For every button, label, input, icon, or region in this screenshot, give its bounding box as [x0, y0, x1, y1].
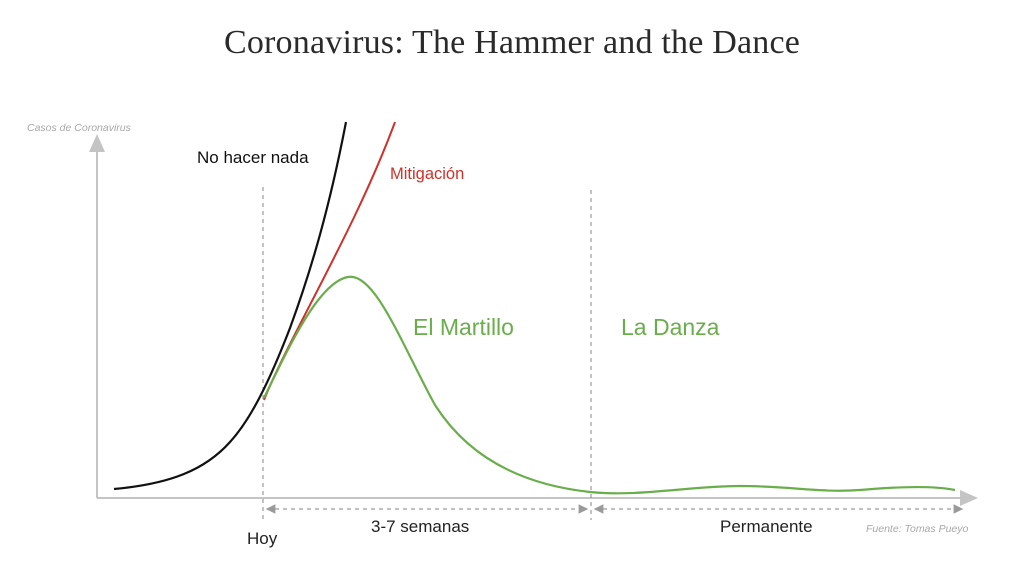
hammer-duration-label: 3-7 semanas	[371, 517, 469, 536]
dance-duration-label: Permanente	[720, 517, 813, 536]
y-axis-label: Casos de Coronavirus	[27, 122, 132, 134]
source-label: Fuente: Tomas Pueyo	[866, 523, 968, 535]
no-action-curve	[113, 121, 348, 491]
hammer-phase-label: El Martillo	[413, 314, 514, 340]
mitigation-label: Mitigación	[390, 165, 464, 183]
no-action-label: No hacer nada	[197, 148, 309, 167]
today-label: Hoy	[247, 529, 278, 548]
dance-phase-label: La Danza	[621, 314, 720, 340]
chart-title: Coronavirus: The Hammer and the Dance	[223, 24, 801, 61]
hammer-dance-curve	[263, 275, 956, 495]
